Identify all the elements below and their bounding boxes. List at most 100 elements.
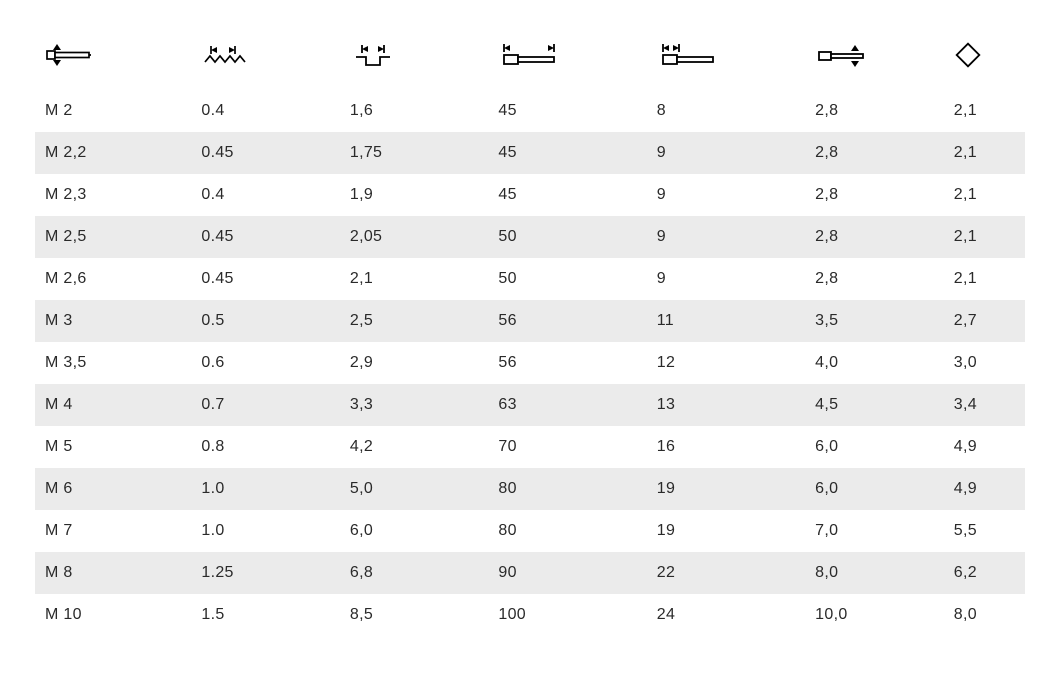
header-square-af xyxy=(946,30,1025,90)
thread-notch-icon xyxy=(350,40,400,70)
table-row: M 7 1.0 6,0 80 19 7,0 5,5 xyxy=(35,510,1025,552)
cell: 56 xyxy=(490,300,648,342)
cell: 1,6 xyxy=(342,90,491,132)
cell: 90 xyxy=(490,552,648,594)
table-body: M 2 0.4 1,6 45 8 2,8 2,1 M 2,2 0.45 1,75… xyxy=(35,90,1025,636)
table-header xyxy=(35,30,1025,90)
cell: 2,8 xyxy=(807,174,946,216)
cell: 45 xyxy=(490,132,648,174)
header-length-overall xyxy=(490,30,648,90)
cell: 2,8 xyxy=(807,132,946,174)
cell: 13 xyxy=(649,384,807,426)
spec-table: M 2 0.4 1,6 45 8 2,8 2,1 M 2,2 0.45 1,75… xyxy=(35,30,1025,636)
cell: 1,9 xyxy=(342,174,491,216)
length-overall-icon xyxy=(498,40,562,70)
cell: 3,4 xyxy=(946,384,1025,426)
cell: 9 xyxy=(649,258,807,300)
cell: 3,0 xyxy=(946,342,1025,384)
cell: M 3 xyxy=(35,300,193,342)
cell: 0.5 xyxy=(193,300,342,342)
square-af-icon xyxy=(954,41,982,69)
head-height-icon xyxy=(815,40,871,70)
cell: 24 xyxy=(649,594,807,636)
table-row: M 8 1.25 6,8 90 22 8,0 6,2 xyxy=(35,552,1025,594)
cell: 7,0 xyxy=(807,510,946,552)
cell: M 10 xyxy=(35,594,193,636)
cell: 6,8 xyxy=(342,552,491,594)
cell: 6,0 xyxy=(807,426,946,468)
cell: M 6 xyxy=(35,468,193,510)
cell: 8 xyxy=(649,90,807,132)
cell: 0.4 xyxy=(193,174,342,216)
cell: 50 xyxy=(490,258,648,300)
cell: 2,1 xyxy=(342,258,491,300)
cell: 4,9 xyxy=(946,468,1025,510)
cell: 9 xyxy=(649,216,807,258)
cell: 80 xyxy=(490,468,648,510)
cell: 56 xyxy=(490,342,648,384)
cell: 0.6 xyxy=(193,342,342,384)
cell: 1.0 xyxy=(193,510,342,552)
header-thread-pitch xyxy=(193,30,342,90)
cell: 5,5 xyxy=(946,510,1025,552)
cell: M 2,3 xyxy=(35,174,193,216)
cell: 6,2 xyxy=(946,552,1025,594)
table-row: M 3,5 0.6 2,9 56 12 4,0 3,0 xyxy=(35,342,1025,384)
table-row: M 3 0.5 2,5 56 11 3,5 2,7 xyxy=(35,300,1025,342)
cell: 2,05 xyxy=(342,216,491,258)
cell: M 2,6 xyxy=(35,258,193,300)
cell: 80 xyxy=(490,510,648,552)
cell: 70 xyxy=(490,426,648,468)
cell: 1.0 xyxy=(193,468,342,510)
cell: 2,1 xyxy=(946,132,1025,174)
cell: 0.4 xyxy=(193,90,342,132)
cell: M 4 xyxy=(35,384,193,426)
cell: 9 xyxy=(649,132,807,174)
thread-size-icon xyxy=(43,40,95,70)
cell: 6,0 xyxy=(807,468,946,510)
cell: 4,9 xyxy=(946,426,1025,468)
cell: 3,3 xyxy=(342,384,491,426)
cell: 16 xyxy=(649,426,807,468)
cell: 6,0 xyxy=(342,510,491,552)
cell: 19 xyxy=(649,510,807,552)
cell: 12 xyxy=(649,342,807,384)
cell: M 3,5 xyxy=(35,342,193,384)
cell: 19 xyxy=(649,468,807,510)
cell: 1,75 xyxy=(342,132,491,174)
cell: 4,2 xyxy=(342,426,491,468)
cell: 2,1 xyxy=(946,90,1025,132)
cell: 2,1 xyxy=(946,174,1025,216)
cell: 100 xyxy=(490,594,648,636)
table-row: M 2,6 0.45 2,1 50 9 2,8 2,1 xyxy=(35,258,1025,300)
cell: M 2,2 xyxy=(35,132,193,174)
cell: 45 xyxy=(490,174,648,216)
cell: 5,0 xyxy=(342,468,491,510)
table-row: M 10 1.5 8,5 100 24 10,0 8,0 xyxy=(35,594,1025,636)
cell: 2,8 xyxy=(807,216,946,258)
table-row: M 2,3 0.4 1,9 45 9 2,8 2,1 xyxy=(35,174,1025,216)
cell: 22 xyxy=(649,552,807,594)
cell: 11 xyxy=(649,300,807,342)
table-row: M 2,5 0.45 2,05 50 9 2,8 2,1 xyxy=(35,216,1025,258)
cell: M 7 xyxy=(35,510,193,552)
cell: 1.5 xyxy=(193,594,342,636)
table-row: M 4 0.7 3,3 63 13 4,5 3,4 xyxy=(35,384,1025,426)
cell: 10,0 xyxy=(807,594,946,636)
cell: 2,1 xyxy=(946,216,1025,258)
table-row: M 2 0.4 1,6 45 8 2,8 2,1 xyxy=(35,90,1025,132)
cell: 3,5 xyxy=(807,300,946,342)
cell: 9 xyxy=(649,174,807,216)
cell: 2,9 xyxy=(342,342,491,384)
cell: 2,5 xyxy=(342,300,491,342)
header-thread-size xyxy=(35,30,193,90)
header-thread-notch xyxy=(342,30,491,90)
cell: M 8 xyxy=(35,552,193,594)
cell: M 5 xyxy=(35,426,193,468)
table-row: M 2,2 0.45 1,75 45 9 2,8 2,1 xyxy=(35,132,1025,174)
cell: 2,7 xyxy=(946,300,1025,342)
header-length-shank xyxy=(649,30,807,90)
cell: 8,0 xyxy=(807,552,946,594)
cell: 8,5 xyxy=(342,594,491,636)
cell: 0.45 xyxy=(193,258,342,300)
